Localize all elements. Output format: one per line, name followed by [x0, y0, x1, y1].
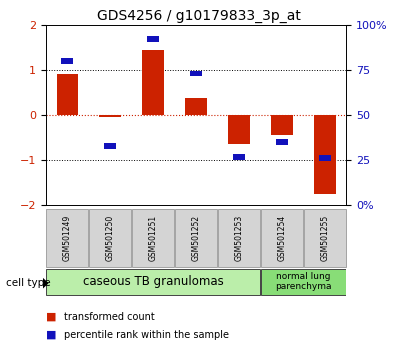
Bar — [319, 155, 331, 161]
FancyBboxPatch shape — [89, 210, 131, 267]
Bar — [185, 98, 207, 115]
FancyBboxPatch shape — [132, 210, 174, 267]
Polygon shape — [43, 278, 49, 289]
Bar — [276, 139, 288, 145]
FancyBboxPatch shape — [261, 210, 303, 267]
Bar — [100, 115, 121, 117]
Bar — [228, 115, 250, 144]
Text: GSM501255: GSM501255 — [320, 215, 329, 261]
Text: GSM501253: GSM501253 — [234, 215, 244, 261]
Bar — [142, 50, 164, 115]
Text: ■: ■ — [46, 330, 56, 339]
FancyBboxPatch shape — [46, 269, 260, 295]
Text: percentile rank within the sample: percentile rank within the sample — [64, 330, 229, 339]
Bar — [104, 143, 116, 149]
Bar — [314, 115, 336, 194]
Text: GSM501251: GSM501251 — [148, 215, 158, 261]
Text: caseous TB granulomas: caseous TB granulomas — [83, 275, 223, 288]
Bar — [57, 74, 78, 115]
Bar — [233, 154, 245, 160]
Bar — [61, 58, 73, 64]
Text: GDS4256 / g10179833_3p_at: GDS4256 / g10179833_3p_at — [97, 9, 301, 23]
FancyBboxPatch shape — [175, 210, 217, 267]
Bar — [147, 36, 159, 42]
FancyBboxPatch shape — [304, 210, 346, 267]
Text: GSM501254: GSM501254 — [277, 215, 287, 261]
Text: ■: ■ — [46, 312, 56, 322]
FancyBboxPatch shape — [261, 269, 346, 295]
Text: GSM501252: GSM501252 — [191, 215, 201, 261]
Text: GSM501250: GSM501250 — [105, 215, 115, 261]
FancyBboxPatch shape — [46, 210, 88, 267]
Text: cell type: cell type — [6, 278, 51, 288]
Text: transformed count: transformed count — [64, 312, 154, 322]
Text: GSM501249: GSM501249 — [63, 215, 72, 261]
FancyBboxPatch shape — [218, 210, 260, 267]
Bar — [190, 70, 202, 76]
Text: normal lung
parenchyma: normal lung parenchyma — [275, 272, 332, 291]
Bar — [271, 115, 293, 135]
